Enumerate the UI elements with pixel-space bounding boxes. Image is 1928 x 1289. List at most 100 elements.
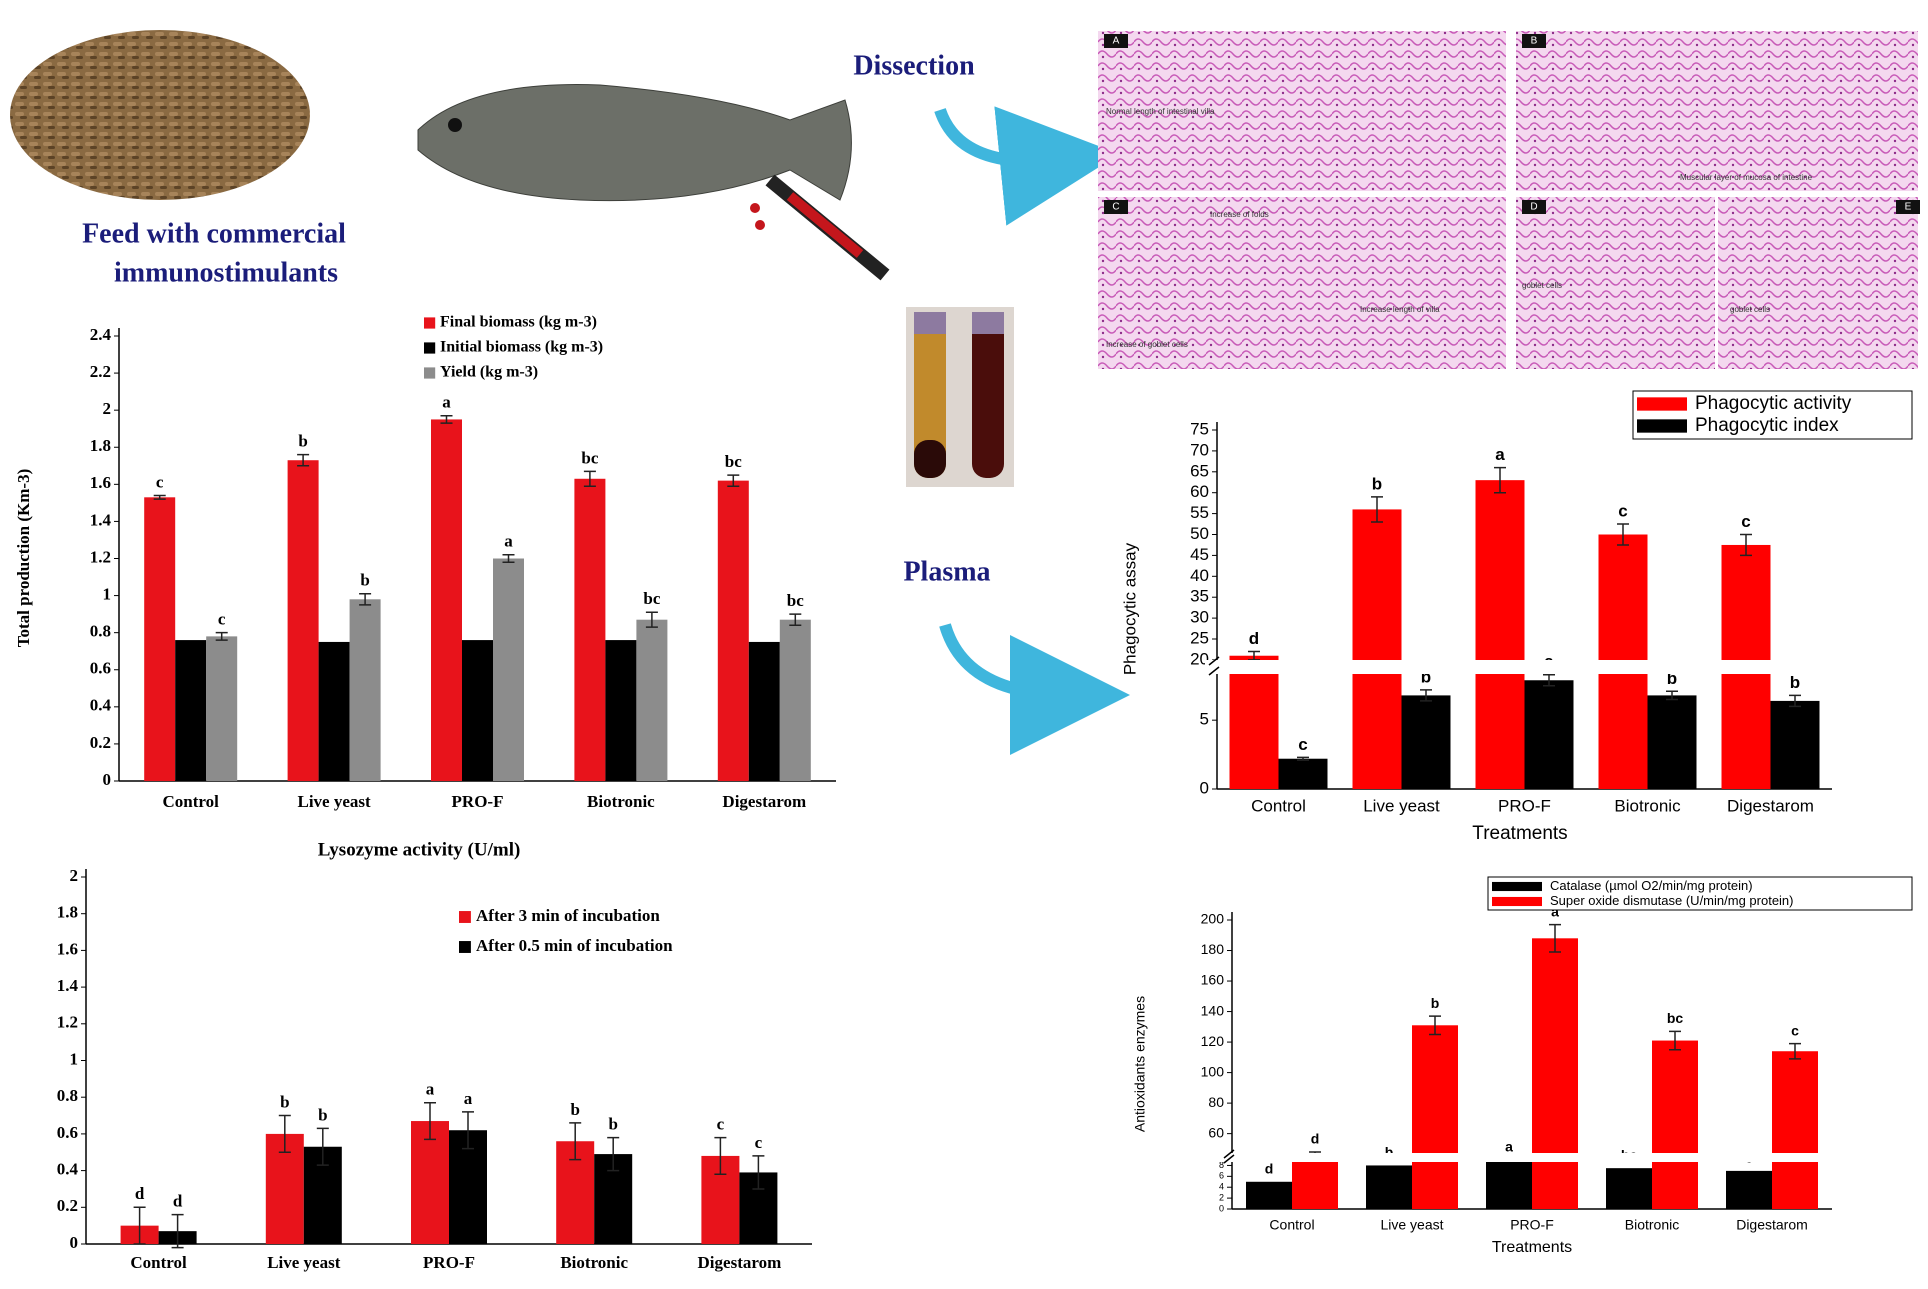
tube-cap [914,312,946,334]
x-tick-label: Digestarom [1736,1217,1808,1233]
significance-letter: d [135,1184,145,1203]
error-bar [1549,923,1561,953]
legend-label: After 3 min of incubation [476,906,660,925]
significance-letter: bc [1667,1010,1684,1026]
panel-label: B [1531,36,1538,47]
error-bar [1789,694,1801,708]
x-tick-label: Control [1251,796,1306,815]
y-tick-label: 40 [1190,566,1209,585]
error-bar [1543,674,1555,687]
tube [914,318,946,478]
y-tick-label: 140 [1201,1002,1225,1018]
bar [349,599,381,781]
bar [1401,695,1451,789]
error-bar [1789,1042,1801,1060]
bar [318,641,350,781]
significance-letter: bc [643,589,660,608]
legend-label: Super oxide dismutase (U/min/mg protein) [1550,893,1794,908]
feed-label: Feed with commercial [82,218,346,249]
histology-label: Increase of goblet cells [1106,340,1188,349]
legend-swatch [424,342,436,354]
x-tick-label: Biotronic [587,792,655,811]
histology-panel [1516,31,1918,191]
fish-image [417,84,852,202]
panel-tag [1104,34,1128,48]
error-bar [297,453,310,467]
legend-label: Initial biomass (kg m-3) [440,339,603,356]
bar [175,640,207,781]
bar [431,419,462,781]
error-bar [1617,523,1629,546]
tube [914,440,946,478]
y-tick-label: 1.8 [90,436,111,455]
bar [493,558,524,781]
significance-letter: c [218,610,226,629]
y-tick-label: 120 [1201,1033,1225,1049]
y-tick-label: 0 [1219,1203,1224,1213]
significance-letter: bc [581,448,598,467]
y-tick-label: 1.4 [57,976,79,995]
y-tick-label: 160 [1201,972,1225,988]
error-bar [583,470,596,487]
bar [1229,655,1279,789]
significance-letter: b [360,571,369,590]
y-tick-label: 0.6 [90,659,111,678]
y-tick-label: 0 [1200,778,1209,797]
legend-swatch [1492,881,1542,892]
bar [1352,509,1402,789]
histology-label: goblet cells [1730,305,1770,314]
error-bar [278,1114,291,1153]
bar [574,478,606,781]
y-tick-label: 0.2 [57,1196,78,1215]
significance-letter: b [1421,667,1431,686]
significance-letter: a [504,532,513,551]
significance-letter: c [156,472,164,491]
dissection-label: Dissection [853,50,975,81]
legend-swatch [1492,896,1542,907]
x-tick-label: Live yeast [267,1253,341,1272]
x-tick-label: Live yeast [1380,1217,1443,1233]
y-tick-label: 2.2 [90,362,111,381]
bar [1475,480,1525,789]
legend-label: After 0.5 min of incubation [476,936,673,955]
bar [1652,1040,1698,1209]
y-tick-label: 0.6 [57,1123,78,1142]
y-tick-label: 50 [1190,524,1209,543]
significance-letter: b [1667,669,1677,688]
y-tick-label: 6 [1219,1171,1224,1181]
bar [1770,700,1820,789]
bar [1524,680,1574,789]
error-bar [727,474,740,487]
bar [287,460,319,781]
y-tick-label: 2.4 [90,325,112,344]
error-bar [752,1155,765,1190]
bar [717,480,749,781]
x-tick-label: Biotronic [1614,796,1681,815]
plasma-label: Plasma [903,556,990,587]
error-bar [1740,533,1752,557]
significance-letter: a [1495,445,1505,464]
panel-label: C [1112,202,1119,213]
error-bar [502,554,515,563]
y-tick-label: 8 [1219,1160,1224,1170]
bar [411,1121,449,1244]
y-tick-label: 30 [1190,608,1209,627]
error-bar [1297,756,1309,761]
y-tick-label: 1.2 [57,1013,78,1032]
x-tick-label: Digestarom [698,1253,782,1272]
significance-letter: d [1311,1131,1320,1147]
histology-panel [1098,31,1506,191]
error-bar [424,1101,436,1141]
y-tick-label: 180 [1201,941,1225,957]
significance-letter: d [173,1192,183,1211]
y-tick-label: 1.4 [90,510,112,529]
y-tick-label: 25 [1190,628,1209,647]
histology-label: Increase length of villa [1360,305,1440,314]
significance-letter: a [442,393,451,412]
error-bar [316,1127,329,1166]
error-bar [359,592,372,606]
panel-tag [1896,200,1920,214]
significance-letter: b [1431,995,1440,1011]
y-tick-label: 1.6 [90,473,111,492]
